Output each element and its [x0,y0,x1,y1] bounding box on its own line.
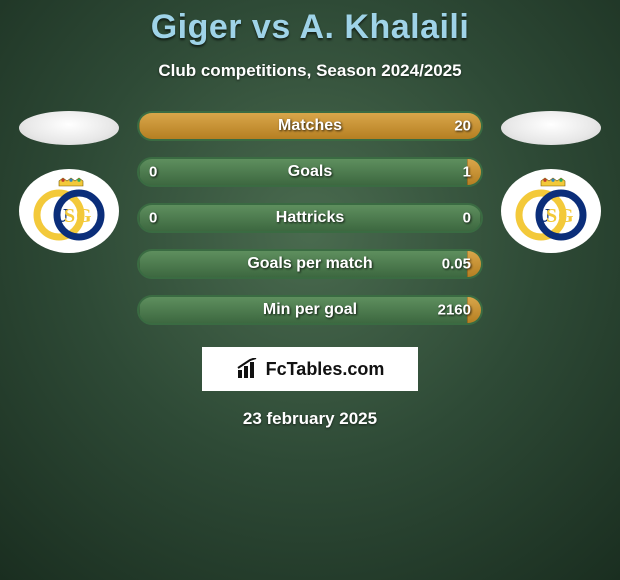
stat-value-left: 0 [149,164,157,181]
stat-bar-matches: Matches 20 [137,111,483,141]
stat-value-left: 0 [149,210,157,227]
stat-value-right: 2160 [438,302,471,319]
svg-text:S: S [64,205,75,227]
stat-bar-min-per-goal: Min per goal 2160 [137,295,483,325]
stat-value-right: 1 [463,164,471,181]
stat-label: Min per goal [263,301,357,319]
stat-value-right: 20 [454,118,471,135]
svg-text:S: S [546,205,557,227]
stat-value-right: 0.05 [442,256,471,273]
player-right-club-badge: U S G [501,169,601,253]
club-badge-icon: U S G [31,177,107,245]
stat-bar-goals: 0 Goals 1 [137,157,483,187]
player-right-side: U S G [491,111,611,253]
player-right-avatar [501,111,601,145]
stat-fill-left [139,297,140,323]
stat-value-right: 0 [463,210,471,227]
brand-chart-icon [236,358,260,380]
brand-text: FcTables.com [266,359,385,380]
stat-fill-left [139,205,140,231]
svg-text:G: G [76,205,92,227]
player-left-club-badge: U S G [19,169,119,253]
stat-label: Matches [278,117,342,135]
date-text: 23 february 2025 [0,409,620,429]
player-left-avatar [19,111,119,145]
stat-fill-right [480,205,481,231]
stat-bars: Matches 20 0 Goals 1 0 Hattricks 0 [137,111,483,325]
club-badge-icon: U S G [513,177,589,245]
brand-box[interactable]: FcTables.com [202,347,418,391]
page-title: Giger vs A. Khalaili [0,8,620,47]
stat-fill-left [139,251,140,277]
stat-label: Goals per match [247,255,372,273]
subtitle: Club competitions, Season 2024/2025 [0,61,620,81]
svg-text:G: G [558,205,574,227]
stat-fill-left [139,159,140,185]
comparison-area: U S G Matches 20 0 Goals 1 [0,111,620,325]
stat-label: Hattricks [276,209,344,227]
player-left-side: U S G [9,111,129,253]
stat-label: Goals [288,163,332,181]
stat-bar-hattricks: 0 Hattricks 0 [137,203,483,233]
stat-bar-goals-per-match: Goals per match 0.05 [137,249,483,279]
